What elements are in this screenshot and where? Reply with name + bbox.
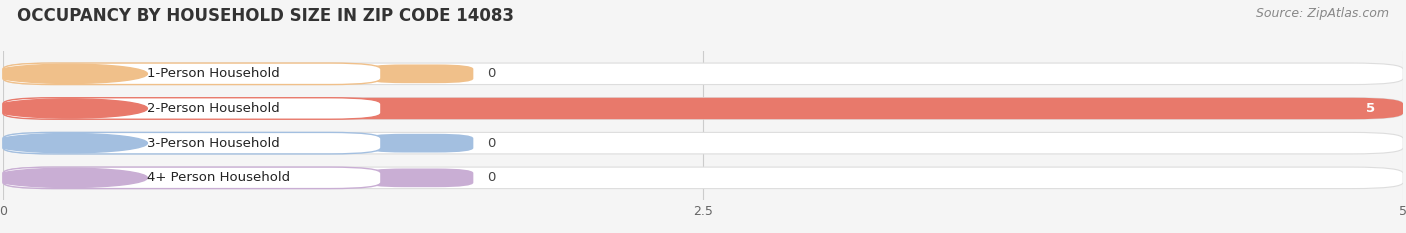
Circle shape <box>0 168 148 188</box>
Circle shape <box>0 64 148 83</box>
Text: 0: 0 <box>488 171 496 184</box>
Text: OCCUPANCY BY HOUSEHOLD SIZE IN ZIP CODE 14083: OCCUPANCY BY HOUSEHOLD SIZE IN ZIP CODE … <box>17 7 513 25</box>
FancyBboxPatch shape <box>367 168 474 187</box>
FancyBboxPatch shape <box>3 167 381 188</box>
FancyBboxPatch shape <box>3 98 1403 119</box>
FancyBboxPatch shape <box>3 98 381 119</box>
FancyBboxPatch shape <box>3 132 1403 154</box>
Text: 3-Person Household: 3-Person Household <box>146 137 280 150</box>
Text: 5: 5 <box>1367 102 1375 115</box>
Text: 0: 0 <box>488 137 496 150</box>
FancyBboxPatch shape <box>3 98 1403 119</box>
Circle shape <box>0 99 148 118</box>
Text: 2-Person Household: 2-Person Household <box>146 102 280 115</box>
Circle shape <box>0 134 148 153</box>
Text: 0: 0 <box>488 67 496 80</box>
FancyBboxPatch shape <box>3 167 1403 188</box>
FancyBboxPatch shape <box>367 65 474 83</box>
Text: 4+ Person Household: 4+ Person Household <box>146 171 290 184</box>
Text: Source: ZipAtlas.com: Source: ZipAtlas.com <box>1256 7 1389 20</box>
FancyBboxPatch shape <box>3 132 381 154</box>
FancyBboxPatch shape <box>367 134 474 153</box>
FancyBboxPatch shape <box>3 63 1403 85</box>
Text: 1-Person Household: 1-Person Household <box>146 67 280 80</box>
FancyBboxPatch shape <box>3 63 381 85</box>
